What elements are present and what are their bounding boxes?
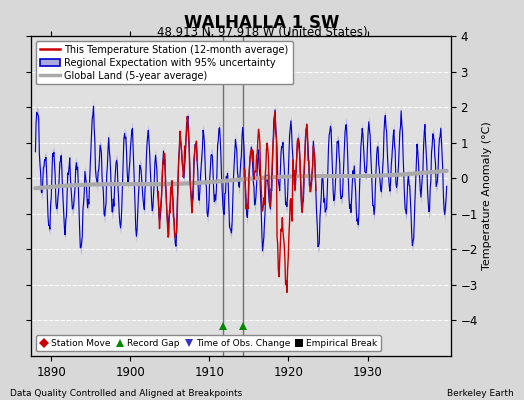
Legend: Station Move, Record Gap, Time of Obs. Change, Empirical Break: Station Move, Record Gap, Time of Obs. C… [36, 335, 381, 352]
Text: Berkeley Earth: Berkeley Earth [447, 389, 514, 398]
Y-axis label: Temperature Anomaly (°C): Temperature Anomaly (°C) [482, 122, 492, 270]
Text: Data Quality Controlled and Aligned at Breakpoints: Data Quality Controlled and Aligned at B… [10, 389, 243, 398]
Text: 48.913 N, 97.918 W (United States): 48.913 N, 97.918 W (United States) [157, 26, 367, 39]
Text: WALHALLA 1 SW: WALHALLA 1 SW [184, 14, 340, 32]
